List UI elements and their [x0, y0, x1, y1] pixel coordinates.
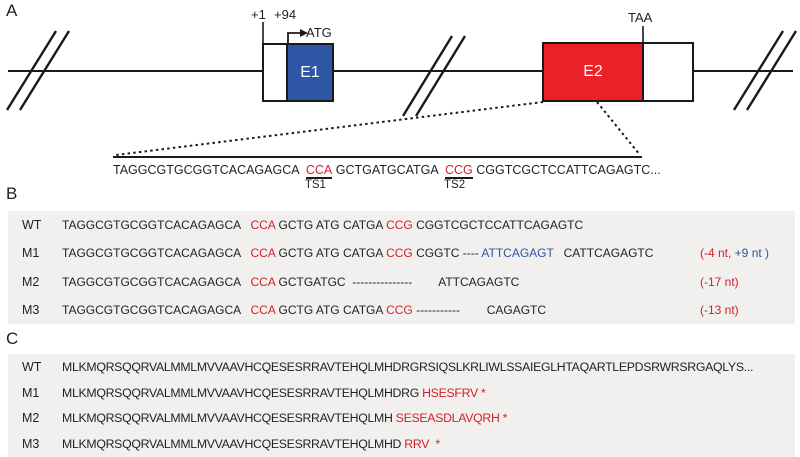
sequence-segment: CCG: [386, 302, 413, 317]
sequence-segment: MLKMQRSQQRVALMMLMVVAAVHCQESESRRAVTEHQLMH…: [62, 359, 754, 374]
sequence-row-m1: M1 MLKMQRSQQRVALMMLMVVAAVHCQESESRRAVTEHQL…: [8, 380, 795, 406]
sequence-segment: CGGTCGCTCCATTCAGAGTC...: [472, 163, 661, 177]
row-label: M1: [22, 246, 40, 261]
sequence-segment: SESEASDLAVQRH *: [392, 411, 508, 426]
sequence-segment: CCG TS2: [444, 163, 473, 191]
exon1-box: [286, 43, 334, 102]
mutation-note: (-13 nt): [700, 303, 739, 317]
break-mark-right: [732, 30, 798, 111]
sequence-segment: TAGGCGTGCGGTCACAGAGCA: [62, 246, 251, 261]
ts-label: TS2: [444, 179, 466, 191]
sequence-segment: CCA: [250, 274, 276, 289]
sequence-segment: TAGGCGTGCGGTCACAGAGCA: [113, 163, 306, 177]
mutation-note: (-17 nt): [700, 275, 739, 289]
sequence-segment: (-4 nt,: [700, 246, 732, 261]
sequence-segment: +9 nt ): [731, 246, 770, 261]
zoom-sequence: TAGGCGTGCGGTCACAGAGCA CCA TS1 GCTGATGCATG…: [113, 163, 661, 191]
row-label: WT: [22, 359, 42, 374]
sequence-segment: TAGGCGTGCGGTCACAGAGCA: [62, 274, 251, 289]
sequence-segment: CCA TS1: [304, 163, 333, 191]
sequence-segment: CCA: [250, 246, 276, 261]
nucleotide-alignment: WT TAGGCGTGCGGTCACAGAGCA CCA GCTG ATG CAT…: [8, 211, 795, 324]
sequence-segment: CGGTC ----: [412, 246, 482, 261]
taa-label: TAA: [628, 10, 653, 25]
gene-diagram: [5, 22, 798, 158]
panel-b-label: B: [6, 184, 18, 203]
row-label: M3: [22, 302, 40, 317]
sequence-segment: GCTGATGCATGA: [332, 163, 445, 177]
sequence-text: MLKMQRSQQRVALMMLMVVAAVHCQESESRRAVTEHQLMH…: [62, 411, 507, 425]
sequence-segment: HSESFRV *: [418, 385, 486, 400]
utr-box-3prime: [642, 42, 694, 102]
plus94-label: +94: [274, 7, 297, 22]
sequence-segment: MLKMQRSQQRVALMMLMVVAAVHCQESESRRAVTEHQLMH…: [62, 437, 402, 452]
sequence-segment: ----------- CAGAGTC: [412, 302, 547, 317]
sequence-row-m2: M2 TAGGCGTGCGGTCACAGAGCA CCA GCTGATGC ---…: [8, 268, 795, 296]
sequence-text: MLKMQRSQQRVALMMLMVVAAVHCQESESRRAVTEHQLMH…: [62, 360, 753, 374]
sequence-segment: TAGGCGTGCGGTCACAGAGCA: [62, 302, 251, 317]
zoom-callout-line-right: [596, 101, 641, 156]
sequence-segment: CGGTCGCTCCATTCAGAGTC: [412, 218, 584, 233]
row-label: M3: [22, 437, 40, 452]
sequence-row-wt: WT MLKMQRSQQRVALMMLMVVAAVHCQESESRRAVTEHQL…: [8, 354, 795, 380]
break-mark-left: [5, 30, 71, 111]
sequence-segment: ATTCAGAGT: [481, 246, 554, 261]
sequence-row-m3: M3 MLKMQRSQQRVALMMLMVVAAVHCQESESRRAVTEHQL…: [8, 431, 795, 457]
sequence-text: TAGGCGTGCGGTCACAGAGCA CCA GCTGATGC -----…: [62, 275, 519, 289]
sequence-segment: (-13 nt): [700, 302, 739, 317]
plus1-label: +1: [251, 7, 266, 22]
sequence-text: MLKMQRSQQRVALMMLMVVAAVHCQESESRRAVTEHQLMH…: [62, 437, 440, 451]
atg-arrowhead-icon: [300, 29, 308, 37]
panel-c-label: C: [6, 329, 19, 348]
sequence-segment: CCA: [250, 218, 276, 233]
ts-label: TS1: [304, 179, 326, 191]
zoom-callout-line-left: [115, 101, 544, 156]
exon2-label: E2: [583, 63, 603, 80]
sequence-segment: GCTG ATG CATGA: [275, 302, 387, 317]
utr-box-5prime: [262, 43, 288, 102]
sequence-text: TAGGCGTGCGGTCACAGAGCA CCA GCTG ATG CATGA…: [62, 218, 583, 232]
sequence-segment: MLKMQRSQQRVALMMLMVVAAVHCQESESRRAVTEHQLMH: [62, 411, 393, 426]
sequence-segment: GCTG ATG CATGA: [275, 218, 387, 233]
atg-start-arrow: [287, 32, 300, 44]
sequence-segment: TAGGCGTGCGGTCACAGAGCA: [62, 218, 251, 233]
row-label: M1: [22, 385, 40, 400]
sequence-row-m3: M3 TAGGCGTGCGGTCACAGAGCA CCA GCTG ATG CAT…: [8, 296, 795, 324]
row-label: WT: [22, 218, 42, 233]
atg-label: ATG: [306, 25, 332, 40]
protein-alignment: WT MLKMQRSQQRVALMMLMVVAAVHCQESESRRAVTEHQL…: [8, 354, 795, 457]
sequence-segment: (-17 nt): [700, 274, 739, 289]
sequence-text: MLKMQRSQQRVALMMLMVVAAVHCQESESRRAVTEHQLMH…: [62, 385, 486, 400]
break-mark-middle: [401, 35, 467, 117]
sequence-row-m1: M1 TAGGCGTGCGGTCACAGAGCA CCA GCTG ATG CAT…: [8, 239, 795, 267]
sequence-text: TAGGCGTGCGGTCACAGAGCA CCA GCTG ATG CATGA…: [62, 303, 546, 317]
sequence-segment: GCTG ATG CATGA: [275, 246, 387, 261]
row-label: M2: [22, 411, 40, 426]
sequence-segment: CATTCAGAGTC: [553, 246, 654, 261]
sequence-segment: CCA: [250, 302, 276, 317]
sequence-segment: GCTGATGC --------------- ATTCAGAGTC: [275, 274, 520, 289]
mutation-note: (-4 nt, +9 nt ): [700, 246, 769, 260]
sequence-row-wt: WT TAGGCGTGCGGTCACAGAGCA CCA GCTG ATG CAT…: [8, 211, 795, 239]
exon2-box: [542, 42, 644, 102]
sequence-segment: CCG: [386, 218, 413, 233]
row-label: M2: [22, 274, 40, 289]
sequence-text: TAGGCGTGCGGTCACAGAGCA CCA GCTG ATG CATGA…: [62, 246, 653, 260]
sequence-row-m2: M2 MLKMQRSQQRVALMMLMVVAAVHCQESESRRAVTEHQL…: [8, 406, 795, 432]
sequence-segment: MLKMQRSQQRVALMMLMVVAAVHCQESESRRAVTEHQLMH…: [62, 385, 419, 400]
exon1-label: E1: [300, 63, 320, 81]
sequence-segment: RRV *: [401, 437, 440, 452]
panel-a-label: A: [6, 1, 18, 20]
sequence-segment: CCG: [386, 246, 413, 261]
